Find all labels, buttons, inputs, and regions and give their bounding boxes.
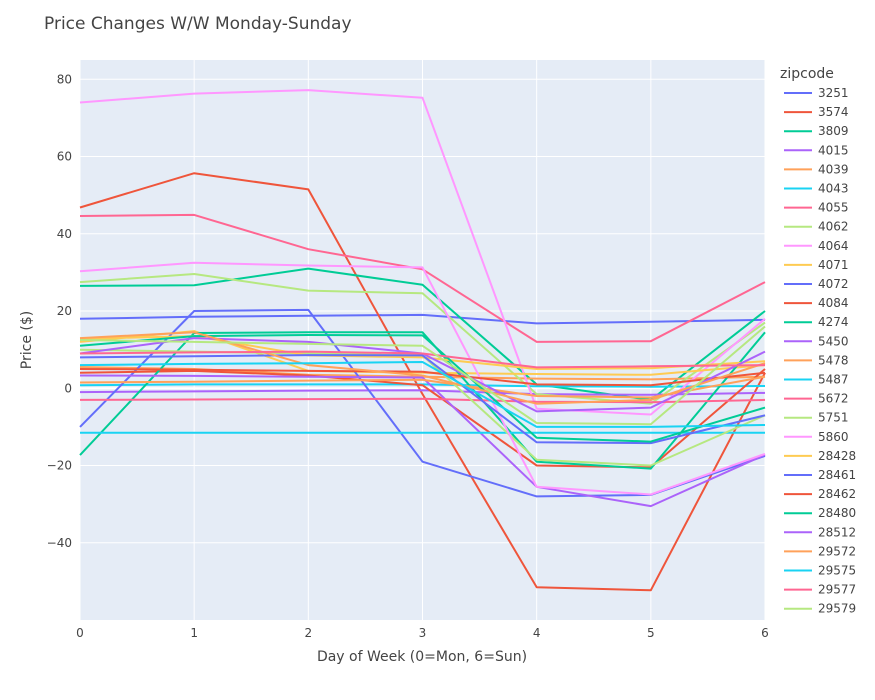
legend-label: 4039 [818,162,849,176]
y-tick-label: 0 [64,381,72,395]
legend-item-28462[interactable]: 28462 [784,487,856,501]
legend-label: 4072 [818,277,849,291]
series-line-4064[interactable] [79,89,766,416]
legend-item-29577[interactable]: 29577 [784,583,856,597]
legend-item-28428[interactable]: 28428 [784,449,856,463]
legend-item-29579[interactable]: 29579 [784,602,856,616]
legend-item-28512[interactable]: 28512 [784,525,856,539]
series-line-5478[interactable] [79,375,766,399]
legend-item-4274[interactable]: 4274 [784,315,849,329]
legend-label: 5860 [818,430,849,444]
legend-item-28480[interactable]: 28480 [784,506,856,520]
series-line-5860[interactable] [79,261,766,496]
legend-item-5450[interactable]: 5450 [784,334,849,348]
legend-item-4071[interactable]: 4071 [784,258,849,272]
legend-label: 28428 [818,449,856,463]
y-tick-label: −20 [47,459,72,473]
legend-item-29575[interactable]: 29575 [784,564,856,578]
x-axis-title: Day of Week (0=Mon, 6=Sun) [317,649,527,665]
series-line-29577[interactable] [79,350,766,369]
legend-item-3809[interactable]: 3809 [784,124,849,138]
x-tick-label: 6 [761,626,769,640]
chart-title: Price Changes W/W Monday-Sunday [44,14,352,34]
y-tick-label: −40 [47,536,72,550]
legend-item-5672[interactable]: 5672 [784,392,849,406]
legend-item-4072[interactable]: 4072 [784,277,849,291]
legend-label: 5672 [818,392,849,406]
legend-label: 29579 [818,602,856,616]
legend-item-4084[interactable]: 4084 [784,296,849,310]
y-tick-label: 80 [57,72,72,86]
legend-item-3251[interactable]: 3251 [784,86,849,100]
series-line-4062[interactable] [79,273,766,405]
legend-item-29572[interactable]: 29572 [784,544,856,558]
legend-label: 4015 [818,143,849,157]
legend-label: 3251 [818,86,849,100]
legend-item-4062[interactable]: 4062 [784,220,849,234]
legend-label: 5487 [818,373,849,387]
legend-label: 4043 [818,182,849,196]
legend-item-4039[interactable]: 4039 [784,162,849,176]
legend-label: 4064 [818,239,849,253]
legend-item-28461[interactable]: 28461 [784,468,856,482]
legend-label: 3809 [818,124,849,138]
legend-label: 28461 [818,468,856,482]
legend-label: 29577 [818,583,856,597]
legend-item-4015[interactable]: 4015 [784,143,849,157]
legend-label: 3574 [818,105,849,119]
y-tick-label: 60 [57,150,72,164]
series-line-29579[interactable] [79,325,766,426]
legend-item-4055[interactable]: 4055 [784,201,849,215]
series-line-28462[interactable] [79,368,766,387]
legend-item-4043[interactable]: 4043 [784,182,849,196]
legend-label: 5751 [818,411,849,425]
x-axis-ticks: 0 1 2 3 4 5 6 [76,626,769,640]
legend-label: 5450 [818,334,849,348]
legend-label: 28512 [818,525,856,539]
legend-label: 29575 [818,564,856,578]
x-tick-label: 3 [419,626,427,640]
series-line-5450[interactable] [79,374,766,508]
series-line-4015[interactable] [79,389,766,396]
legend-label: 28462 [818,487,856,501]
series-line-28480[interactable] [79,334,766,443]
series-line-4071[interactable] [79,330,766,376]
x-tick-label: 0 [76,626,84,640]
legend[interactable]: zipcode 3251 3574 3809 4015 4039 4043 4055 4062… [780,66,856,616]
legend-item-5751[interactable]: 5751 [784,411,849,425]
y-tick-label: 40 [57,227,72,241]
legend-items: 3251 3574 3809 4015 4039 4043 4055 4062 4064 4071… [784,86,856,616]
grid [79,60,766,620]
legend-title: zipcode [780,66,834,82]
y-tick-label: 20 [57,304,72,318]
series-line-28461[interactable] [79,354,766,445]
y-axis-title: Price ($) [19,311,35,369]
legend-item-4064[interactable]: 4064 [784,239,849,253]
legend-item-5487[interactable]: 5487 [784,373,849,387]
legend-label: 29572 [818,544,856,558]
legend-label: 28480 [818,506,856,520]
series-line-29572[interactable] [79,331,766,405]
legend-label: 4055 [818,201,849,215]
legend-label: 4084 [818,296,849,310]
legend-item-5860[interactable]: 5860 [784,430,849,444]
x-tick-label: 5 [647,626,655,640]
legend-item-5478[interactable]: 5478 [784,353,849,367]
legend-label: 4274 [818,315,849,329]
series-lines [79,89,766,592]
x-tick-label: 2 [305,626,313,640]
y-axis-ticks: −40 −20 0 20 40 60 80 [47,72,72,549]
legend-label: 4071 [818,258,849,272]
series-line-5672[interactable] [79,397,766,404]
x-tick-label: 1 [190,626,198,640]
legend-item-3574[interactable]: 3574 [784,105,849,119]
series-line-3251[interactable] [79,313,766,325]
legend-label: 5478 [818,353,849,367]
legend-label: 4062 [818,220,849,234]
series-line-3574[interactable] [79,172,766,592]
x-tick-label: 4 [533,626,541,640]
series-line-29575[interactable] [79,361,766,428]
